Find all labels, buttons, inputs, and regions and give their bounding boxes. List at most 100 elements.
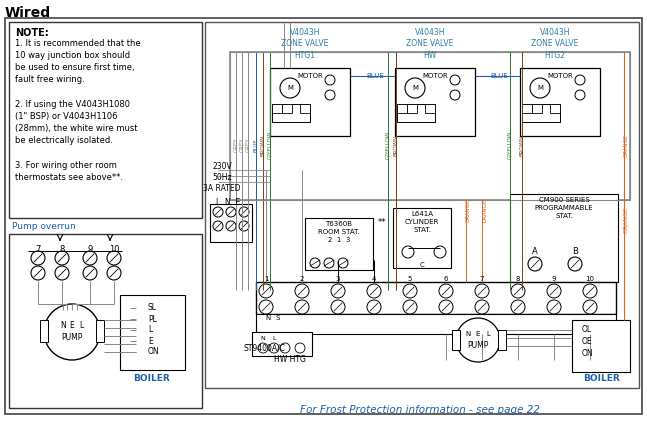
- Text: MOTOR: MOTOR: [422, 73, 448, 79]
- Circle shape: [528, 257, 542, 271]
- Text: 10: 10: [109, 245, 119, 254]
- Text: V4043H
ZONE VALVE
HW: V4043H ZONE VALVE HW: [406, 28, 454, 60]
- Circle shape: [310, 258, 320, 268]
- Circle shape: [475, 300, 489, 314]
- Bar: [407, 104, 417, 113]
- Circle shape: [434, 246, 446, 258]
- Text: L: L: [148, 325, 152, 335]
- Circle shape: [239, 221, 249, 231]
- Text: HW HTG: HW HTG: [274, 355, 306, 365]
- Circle shape: [325, 75, 335, 85]
- Text: PUMP: PUMP: [467, 341, 488, 351]
- Bar: [572, 320, 630, 372]
- Text: 3: 3: [336, 276, 340, 282]
- Text: ORANGE: ORANGE: [483, 198, 487, 222]
- Text: BLUE: BLUE: [366, 73, 384, 79]
- Bar: [270, 68, 350, 136]
- Text: 230V
50Hz
3A RATED: 230V 50Hz 3A RATED: [203, 162, 241, 193]
- Circle shape: [136, 348, 144, 356]
- Circle shape: [136, 337, 144, 345]
- Circle shape: [213, 207, 223, 217]
- Circle shape: [331, 284, 345, 298]
- Circle shape: [55, 251, 69, 265]
- Bar: [550, 104, 560, 113]
- Text: L: L: [272, 336, 276, 341]
- Text: ST9400A/C: ST9400A/C: [244, 344, 286, 352]
- Circle shape: [583, 284, 597, 298]
- Text: L: L: [79, 322, 83, 330]
- Text: NOTE:: NOTE:: [15, 28, 49, 38]
- Text: B: B: [572, 247, 578, 257]
- Bar: [300, 104, 310, 113]
- Text: G/YELLOW: G/YELLOW: [267, 131, 272, 159]
- Circle shape: [31, 251, 45, 265]
- Text: 8: 8: [516, 276, 520, 282]
- Circle shape: [83, 251, 97, 265]
- Circle shape: [575, 75, 585, 85]
- Circle shape: [213, 221, 223, 231]
- Circle shape: [31, 266, 45, 280]
- Circle shape: [439, 300, 453, 314]
- Text: V4043H
ZONE VALVE
HTG2: V4043H ZONE VALVE HTG2: [531, 28, 578, 60]
- Circle shape: [530, 78, 550, 98]
- Bar: [96, 320, 104, 342]
- Text: ON: ON: [148, 347, 160, 357]
- Circle shape: [107, 251, 121, 265]
- Circle shape: [583, 300, 597, 314]
- Text: BROWN: BROWN: [393, 134, 399, 156]
- Text: M: M: [287, 85, 293, 91]
- Text: L  N  E: L N E: [216, 198, 240, 207]
- Text: 1: 1: [264, 276, 269, 282]
- Bar: [9, 22, 202, 218]
- Circle shape: [83, 266, 97, 280]
- Text: BLUE: BLUE: [490, 73, 508, 79]
- Text: ORANGE: ORANGE: [624, 133, 628, 157]
- Text: L: L: [486, 331, 490, 337]
- Bar: [210, 204, 252, 242]
- Text: **: **: [378, 218, 386, 227]
- Text: GREY: GREY: [245, 138, 250, 152]
- Text: OL: OL: [582, 325, 592, 334]
- Text: 1. It is recommended that the
10 way junction box should
be used to ensure first: 1. It is recommended that the 10 way jun…: [15, 39, 140, 181]
- Text: PUMP: PUMP: [61, 333, 83, 341]
- Text: C: C: [420, 262, 424, 268]
- Text: Pump overrun: Pump overrun: [12, 222, 76, 231]
- Circle shape: [136, 304, 144, 312]
- Bar: [452, 330, 460, 350]
- Bar: [305, 218, 373, 270]
- Circle shape: [450, 90, 460, 100]
- Text: CM900 SERIES
PROGRAMMABLE
STAT.: CM900 SERIES PROGRAMMABLE STAT.: [534, 197, 593, 219]
- Circle shape: [456, 318, 500, 362]
- Text: V4043H
ZONE VALVE
HTG1: V4043H ZONE VALVE HTG1: [281, 28, 329, 60]
- Text: 7: 7: [479, 276, 484, 282]
- Circle shape: [107, 266, 121, 280]
- Text: N: N: [60, 322, 66, 330]
- Text: BROWN: BROWN: [520, 134, 525, 156]
- Circle shape: [475, 284, 489, 298]
- Text: ORANGE: ORANGE: [624, 207, 628, 233]
- Text: SL: SL: [148, 303, 157, 313]
- Circle shape: [259, 284, 273, 298]
- Circle shape: [295, 343, 305, 353]
- Circle shape: [226, 207, 236, 217]
- Circle shape: [547, 284, 561, 298]
- Text: ORANGE: ORANGE: [465, 198, 470, 222]
- Text: E: E: [476, 331, 480, 337]
- Circle shape: [269, 343, 279, 353]
- Bar: [393, 208, 451, 268]
- Circle shape: [403, 300, 417, 314]
- Circle shape: [295, 300, 309, 314]
- Circle shape: [439, 284, 453, 298]
- Bar: [9, 234, 202, 408]
- Bar: [520, 68, 600, 136]
- Bar: [40, 320, 48, 342]
- Bar: [256, 282, 616, 314]
- Text: MOTOR: MOTOR: [297, 73, 323, 79]
- Text: ON: ON: [582, 349, 594, 358]
- Bar: [532, 104, 542, 113]
- Circle shape: [259, 300, 273, 314]
- Text: M: M: [412, 85, 418, 91]
- Bar: [272, 104, 282, 113]
- Text: 4: 4: [372, 276, 376, 282]
- Circle shape: [280, 343, 290, 353]
